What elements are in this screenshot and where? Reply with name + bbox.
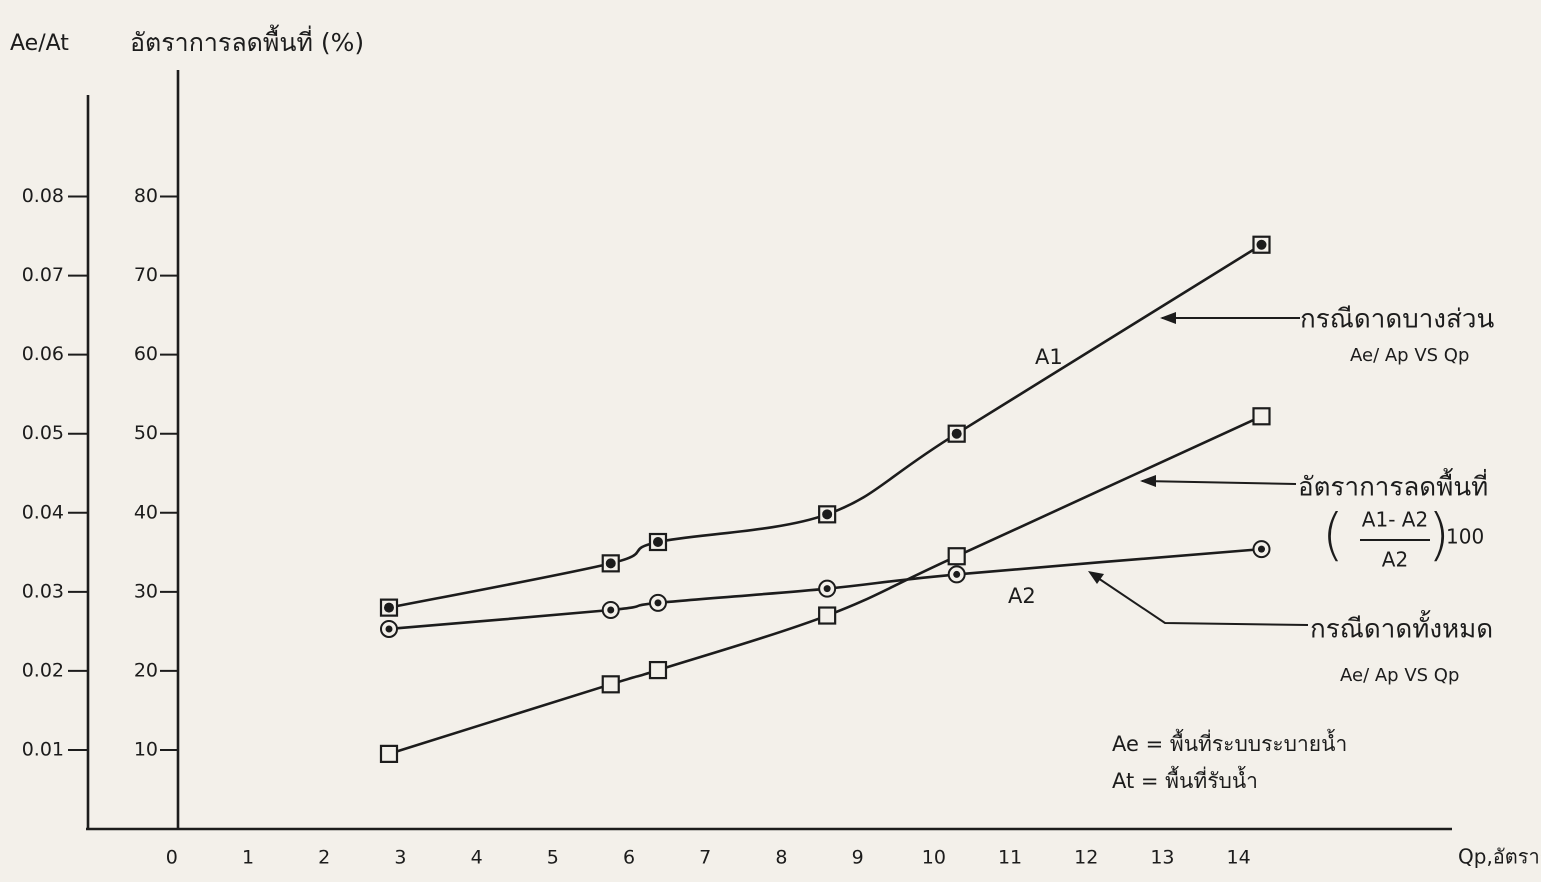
x-tick-label: 3 <box>394 847 406 869</box>
annotation: กรณีดาดบางส่วน <box>1300 305 1494 335</box>
data-point <box>603 676 619 692</box>
definition: Ae = พื้นที่ระบบระบายน้ำ <box>1112 729 1347 756</box>
marker-square <box>603 676 619 692</box>
marker-square <box>381 746 397 762</box>
marker-dot <box>1256 240 1266 250</box>
data-point <box>819 581 835 597</box>
marker-square <box>650 662 666 678</box>
y2-tick-label: 60 <box>134 343 158 365</box>
x-tick-label: 4 <box>471 847 483 869</box>
data-point <box>603 602 619 618</box>
marker-dot <box>653 537 663 547</box>
x-tick-label: 1 <box>242 847 254 869</box>
marker-dot <box>606 558 616 568</box>
y-tick-label: 0.03 <box>22 580 64 602</box>
marker-square <box>1253 408 1269 424</box>
x-tick-label: 13 <box>1150 847 1174 869</box>
data-point <box>949 548 965 564</box>
y2-tick-label: 20 <box>134 659 158 681</box>
definition: At = พื้นที่รับน้ำ <box>1112 766 1258 793</box>
marker-square <box>819 608 835 624</box>
marker-dot <box>384 603 394 613</box>
y-tick-label: 0.06 <box>22 343 64 365</box>
data-point <box>381 600 397 616</box>
formula-denominator: A2 <box>1382 548 1408 572</box>
x-tick-label: 14 <box>1227 847 1251 869</box>
data-point <box>949 426 965 442</box>
formula-factor: 100 <box>1446 525 1484 549</box>
y-axis-label: Ae/At <box>10 31 69 56</box>
annotation: Ae/ Ap VS Qp <box>1340 665 1459 686</box>
y-tick-label: 0.02 <box>22 659 64 681</box>
data-point <box>650 662 666 678</box>
y-tick-label: 0.07 <box>22 264 64 286</box>
arrow <box>1142 481 1296 484</box>
y-tick-label: 0.01 <box>22 738 64 760</box>
arrowhead <box>1088 571 1104 584</box>
data-point <box>1253 237 1269 253</box>
x-tick-label: 9 <box>852 847 864 869</box>
y2-axis-label: อัตราการลดพื้นที่ (%) <box>130 24 364 57</box>
x-tick-label: 2 <box>318 847 330 869</box>
series-label: A2 <box>1008 584 1036 608</box>
series-line <box>389 245 1262 608</box>
data-point <box>819 506 835 522</box>
arrowhead <box>1160 312 1176 324</box>
marker-dot <box>824 585 831 592</box>
x-tick-label: 6 <box>623 847 635 869</box>
y2-tick-label: 50 <box>134 422 158 444</box>
marker-dot <box>822 509 832 519</box>
arrowhead <box>1140 475 1156 487</box>
marker-dot <box>654 599 661 606</box>
marker-dot <box>1258 546 1265 553</box>
formula-bracket: ( <box>1322 502 1344 567</box>
annotation: กรณีดาดทั้งหมด <box>1310 610 1493 645</box>
series-label: อัตราการลดพื้นที่ <box>1298 468 1488 503</box>
x-tick-label: 12 <box>1074 847 1098 869</box>
y-tick-label: 0.04 <box>22 501 64 523</box>
data-point <box>650 595 666 611</box>
x-tick-label: 10 <box>922 847 946 869</box>
x-tick-label: 5 <box>547 847 559 869</box>
marker-dot <box>385 625 392 632</box>
y2-tick-label: 30 <box>134 580 158 602</box>
x-tick-label: 8 <box>775 847 787 869</box>
annotation: Ae/ Ap VS Qp <box>1350 345 1469 366</box>
x-tick-label: 0 <box>166 847 178 869</box>
data-point <box>1253 541 1269 557</box>
data-point <box>819 608 835 624</box>
y2-tick-label: 70 <box>134 264 158 286</box>
chart: Ae/At อัตราการลดพื้นที่ (%) Qp,อัตราการไ… <box>0 0 1541 882</box>
marker-square <box>949 548 965 564</box>
marker-dot <box>953 571 960 578</box>
data-point <box>381 746 397 762</box>
formula-numerator: A1- A2 <box>1362 508 1428 532</box>
data-point <box>1253 408 1269 424</box>
y-tick-label: 0.05 <box>22 422 64 444</box>
y2-tick-label: 80 <box>134 185 158 207</box>
arrow <box>1092 574 1308 625</box>
data-point <box>381 621 397 637</box>
x-tick-label: 11 <box>998 847 1022 869</box>
data-point <box>603 555 619 571</box>
marker-dot <box>607 606 614 613</box>
y-tick-label: 0.08 <box>22 185 64 207</box>
data-point <box>949 566 965 582</box>
data-point <box>650 534 666 550</box>
y2-tick-label: 10 <box>134 738 158 760</box>
y2-tick-label: 40 <box>134 501 158 523</box>
marker-dot <box>952 429 962 439</box>
x-tick-label: 7 <box>699 847 711 869</box>
series-label: A1 <box>1035 345 1063 369</box>
x-axis-label: Qp,อัตราการไหล (cms) <box>1458 845 1541 869</box>
